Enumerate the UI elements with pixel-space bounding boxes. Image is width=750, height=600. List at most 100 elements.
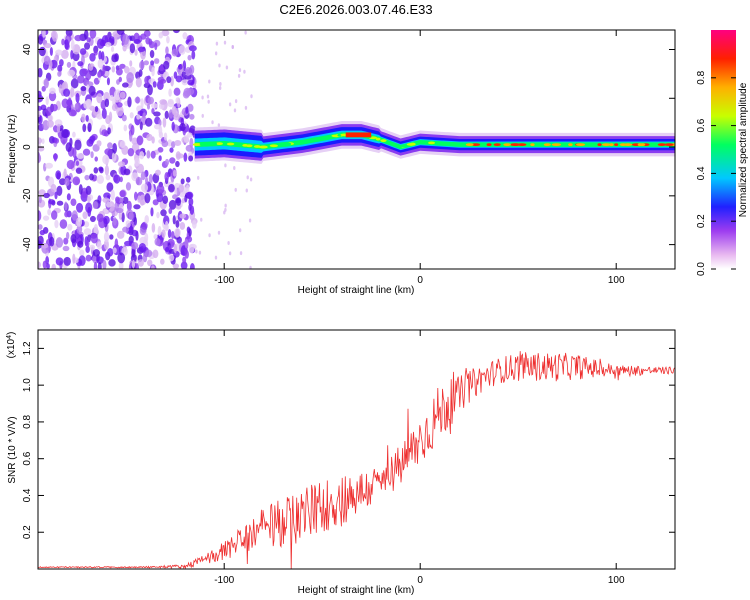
- noise-blob: [63, 168, 67, 178]
- noise-blob: [45, 162, 53, 169]
- noise-blob: [121, 212, 125, 223]
- noise-blob: [123, 124, 128, 132]
- noise-blob: [93, 261, 98, 269]
- noise-blob: [110, 189, 115, 201]
- noise-speck: [217, 230, 221, 235]
- noise-blob: [121, 114, 127, 122]
- noise-blob: [179, 122, 186, 132]
- noise-blob: [65, 231, 70, 240]
- noise-blob: [172, 215, 176, 225]
- noise-speck: [225, 65, 229, 70]
- noise-blob: [74, 139, 82, 151]
- noise-blob: [49, 46, 53, 56]
- noise-blob: [133, 39, 141, 45]
- noise-blob: [167, 100, 175, 108]
- noise-blob: [64, 211, 69, 218]
- noise-blob: [86, 37, 91, 43]
- y-tick-label: 0: [22, 144, 33, 150]
- noise-speck: [208, 79, 211, 84]
- noise-blob: [93, 224, 99, 235]
- y-tick-label: 0.2: [22, 525, 33, 539]
- noise-blob: [99, 167, 104, 174]
- noise-blob: [173, 243, 178, 254]
- noise-blob: [58, 178, 67, 186]
- snr-line: [38, 351, 675, 569]
- noise-blob: [104, 70, 110, 77]
- noise-blob: [184, 74, 192, 80]
- noise-blob: [130, 253, 137, 263]
- noise-blob: [98, 50, 102, 61]
- noise-blob: [54, 219, 59, 229]
- ridge-hotspot: [470, 143, 481, 147]
- ridge-hotspot: [575, 143, 586, 147]
- noise-blob: [162, 195, 169, 205]
- noise-speck: [195, 249, 198, 254]
- noise-blob: [105, 174, 111, 181]
- noise-blob: [45, 96, 49, 106]
- noise-blob: [93, 167, 99, 174]
- noise-blob: [176, 153, 184, 159]
- noise-blob: [67, 69, 76, 77]
- noise-blob: [149, 49, 155, 59]
- noise-blob: [113, 89, 122, 101]
- noise-speck: [243, 69, 246, 74]
- noise-blob: [154, 42, 158, 51]
- noise-blob: [162, 117, 167, 128]
- noise-blob: [61, 38, 65, 46]
- noise-blob: [72, 131, 76, 138]
- noise-blob: [186, 226, 191, 234]
- ridge-hotspot: [440, 142, 447, 146]
- noise-blob: [185, 184, 190, 194]
- noise-blob: [106, 182, 114, 192]
- noise-blob: [135, 176, 143, 186]
- noise-blob: [164, 172, 169, 182]
- ridge-hotspot: [298, 141, 303, 144]
- noise-blob: [42, 260, 47, 269]
- noise-blob: [143, 82, 151, 89]
- noise-blob: [105, 42, 112, 48]
- x-tick-label: -100: [214, 275, 234, 286]
- noise-blob: [71, 210, 78, 221]
- noise-speck: [234, 187, 237, 192]
- noise-blob: [50, 184, 57, 193]
- ridge-hotspot: [313, 137, 323, 141]
- noise-blob: [96, 113, 104, 120]
- noise-blob: [83, 221, 90, 228]
- noise-blob: [187, 54, 192, 61]
- noise-blob: [140, 98, 144, 109]
- noise-blob: [186, 88, 195, 96]
- noise-blob: [139, 121, 143, 131]
- noise-blob: [144, 232, 149, 243]
- noise-blob: [157, 146, 164, 153]
- noise-blob: [80, 86, 87, 92]
- noise-blob: [101, 129, 108, 137]
- noise-blob: [57, 64, 63, 72]
- noise-blob: [123, 168, 131, 176]
- noise-blob: [112, 217, 117, 226]
- ridge-hotspot: [601, 143, 611, 147]
- noise-blob: [168, 183, 175, 193]
- noise-blob: [47, 208, 52, 216]
- noise-blob: [189, 263, 195, 269]
- noise-blob: [111, 151, 117, 162]
- noise-blob: [171, 48, 179, 57]
- noise-blob: [173, 87, 181, 96]
- noise-blob: [38, 261, 41, 269]
- noise-blob: [167, 139, 173, 147]
- noise-blob: [55, 49, 63, 56]
- noise-blob: [134, 96, 141, 104]
- noise-blob: [136, 114, 141, 120]
- noise-blob: [136, 135, 144, 146]
- noise-blob: [70, 234, 77, 244]
- noise-blob: [77, 75, 85, 84]
- noise-blob: [43, 77, 49, 89]
- noise-blob: [89, 135, 96, 142]
- noise-blob: [164, 158, 170, 166]
- noise-blob: [185, 144, 193, 152]
- noise-blob: [56, 200, 64, 206]
- noise-blob: [146, 133, 153, 141]
- noise-blob: [138, 242, 147, 252]
- noise-blob: [150, 103, 158, 109]
- noise-blob: [103, 239, 109, 250]
- noise-blob: [107, 142, 113, 149]
